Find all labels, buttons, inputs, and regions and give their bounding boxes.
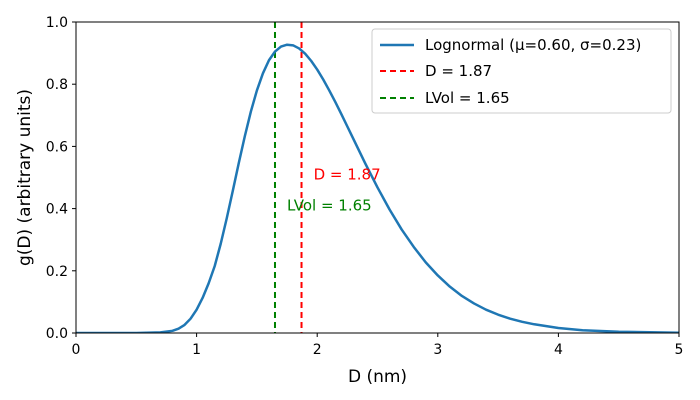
legend-label-lognormal: Lognormal (μ=0.60, σ=0.23)	[425, 36, 641, 54]
y-tick-label: 0.2	[46, 264, 68, 280]
y-tick-label: 0.6	[46, 139, 68, 155]
y-tick-label: 1.0	[46, 15, 68, 31]
y-axis-label: g(D) (arbitrary units)	[15, 89, 35, 266]
x-axis-label: D (nm)	[348, 367, 407, 387]
annotations: D = 1.87 LVol = 1.65	[287, 165, 381, 214]
legend-label-lvol: LVol = 1.65	[425, 89, 510, 107]
legend-box	[371, 28, 672, 114]
x-tick-label: 0	[72, 342, 81, 358]
plot-area	[76, 22, 679, 333]
x-tick-label: 3	[433, 342, 442, 358]
x-tick-label: 1	[192, 342, 201, 358]
plot-frame	[75, 21, 680, 334]
x-tick-label: 2	[313, 342, 322, 358]
x-tick-label: 5	[675, 342, 684, 358]
x-axis-ticks: 0 1 2 3 4 5	[72, 333, 684, 358]
x-tick-label: 4	[554, 342, 563, 358]
series-line-lognormal	[76, 43, 679, 333]
y-axis-ticks: 0.0 0.2 0.4 0.6 0.8 1.0	[46, 15, 76, 342]
y-tick-label: 0.8	[46, 77, 68, 93]
legend-label-d: D = 1.87	[425, 62, 492, 80]
series-lines	[76, 43, 679, 333]
legend: Lognormal (μ=0.60, σ=0.23) D = 1.87 LVol…	[371, 28, 672, 114]
annotation-lvol: LVol = 1.65	[287, 196, 372, 214]
reference-lines	[273, 22, 303, 333]
y-tick-label: 0.0	[46, 326, 68, 342]
annotation-d: D = 1.87	[314, 165, 381, 183]
y-tick-label: 0.4	[46, 202, 68, 218]
